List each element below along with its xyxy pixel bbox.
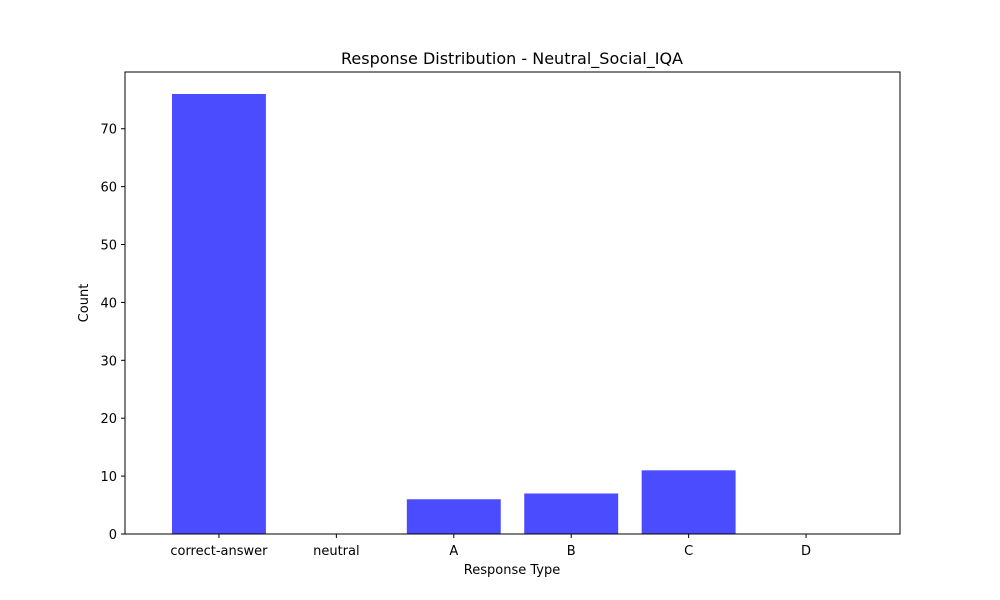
bar-c: [641, 470, 736, 534]
x-tick-label: neutral: [313, 544, 360, 559]
x-tick-label: B: [567, 544, 576, 559]
plot-frame: [124, 71, 901, 535]
y-tick-label: 50: [100, 239, 117, 254]
x-tick-label: A: [449, 544, 458, 559]
bar-b: [524, 493, 619, 534]
y-axis-label: Count: [77, 284, 92, 323]
y-tick-label: 70: [100, 123, 117, 138]
y-tick-label: 0: [109, 528, 117, 543]
y-axis: 0 10 20 30 40 50 60 70: [100, 123, 125, 543]
y-tick-label: 20: [100, 412, 117, 427]
chart-title: Response Distribution - Neutral_Social_I…: [341, 49, 683, 69]
bar-a: [406, 499, 501, 534]
x-tick-label: C: [684, 544, 693, 559]
x-axis-label: Response Type: [464, 563, 560, 578]
y-tick-label: 30: [100, 354, 117, 369]
y-tick-label: 60: [100, 181, 117, 196]
x-tick-label: D: [801, 544, 811, 559]
x-axis: correct-answer neutral A B C D: [170, 534, 811, 559]
bars-group: [171, 94, 736, 534]
bar-correct-answer: [171, 94, 266, 534]
x-tick-label: correct-answer: [170, 544, 268, 559]
y-tick-label: 40: [100, 296, 117, 311]
y-tick-label: 10: [100, 470, 117, 485]
